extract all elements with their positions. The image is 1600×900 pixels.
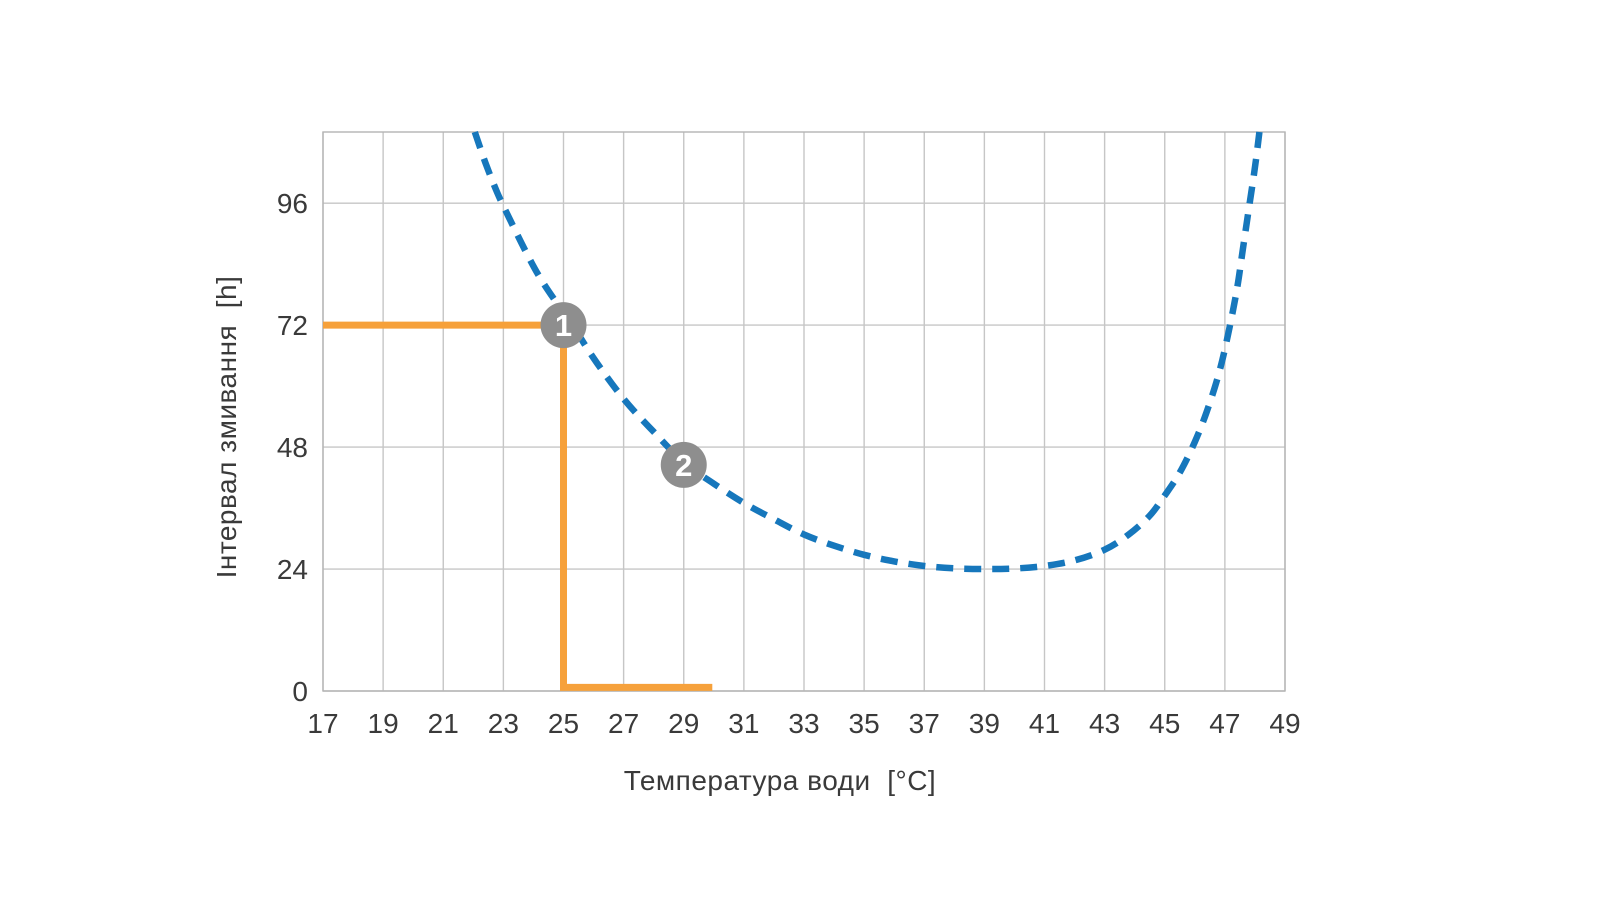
- plot-frame: [322, 131, 1286, 692]
- marker-2-label: 2: [675, 448, 692, 483]
- x-tick-label: 49: [1269, 708, 1300, 739]
- x-axis-title: Температура води [°C]: [623, 765, 937, 796]
- x-tick-label: 47: [1209, 708, 1240, 739]
- x-tick-label: 43: [1089, 708, 1120, 739]
- y-tick-label: 48: [277, 432, 308, 463]
- x-tick-label: 21: [428, 708, 459, 739]
- x-tick-label: 37: [909, 708, 940, 739]
- x-tick-label: 29: [668, 708, 699, 739]
- x-tick-label: 17: [307, 708, 338, 739]
- x-tick-label: 33: [788, 708, 819, 739]
- marker-1-label: 1: [555, 308, 572, 343]
- example-guide-line: [323, 321, 713, 691]
- x-tick-label: 31: [728, 708, 759, 739]
- y-tick-label: 24: [277, 554, 308, 585]
- y-axis-title: Інтервал змивання [h]: [211, 275, 242, 579]
- x-tick-label: 45: [1149, 708, 1180, 739]
- x-tick-label: 19: [368, 708, 399, 739]
- x-tick-label: 27: [608, 708, 639, 739]
- x-tick-label: 25: [548, 708, 579, 739]
- y-tick-label: 0: [292, 676, 308, 707]
- y-tick-label: 96: [277, 188, 308, 219]
- x-tick-label: 39: [969, 708, 1000, 739]
- x-tick-label: 23: [488, 708, 519, 739]
- marker-2-circle: [660, 441, 707, 488]
- x-tick-label: 35: [849, 708, 880, 739]
- flush-interval-curve: [471, 130, 1263, 573]
- x-tick-label: 41: [1029, 708, 1060, 739]
- y-tick-label: 72: [277, 310, 308, 341]
- marker-1-circle: [540, 302, 587, 349]
